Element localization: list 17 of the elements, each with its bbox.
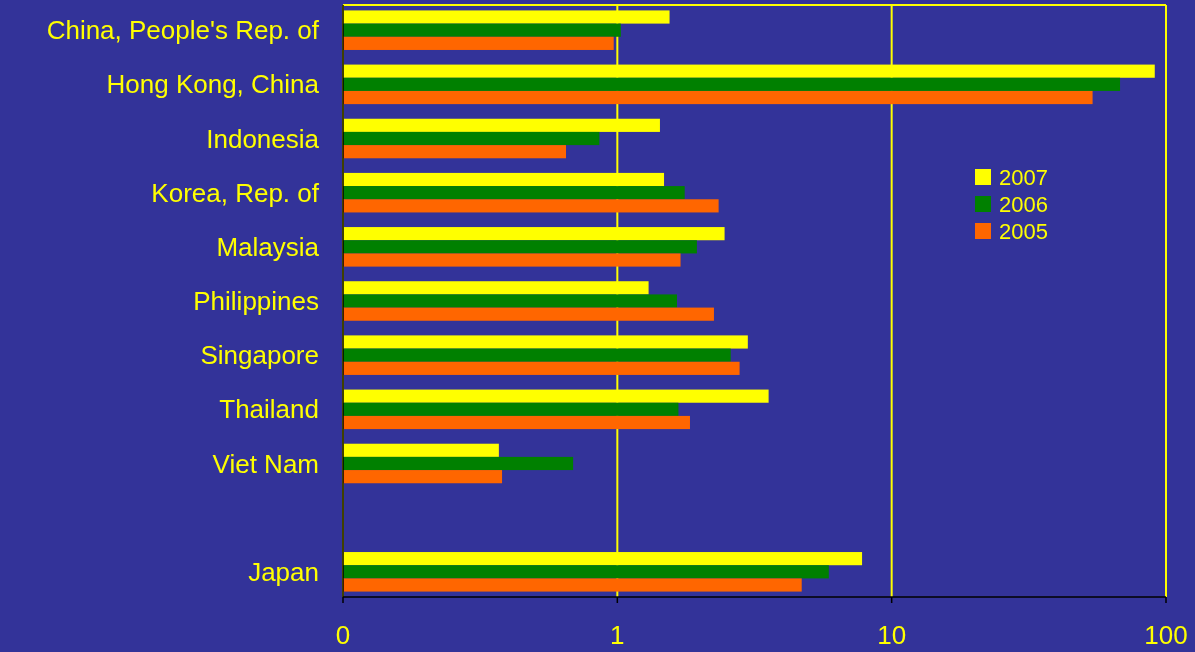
legend-label: 2005 — [999, 218, 1048, 244]
x-tick-label: 100 — [1144, 620, 1188, 650]
legend-label: 2007 — [999, 164, 1048, 190]
y-tick-label: Japan — [248, 556, 319, 587]
y-tick-label: Korea, Rep. of — [151, 177, 320, 208]
y-tick-label: Philippines — [193, 286, 319, 317]
y-tick-label: Malaysia — [216, 231, 320, 262]
y-tick-label: China, People's Rep. of — [46, 15, 320, 46]
x-tick-label: 10 — [877, 620, 907, 650]
legend-label: 2006 — [999, 191, 1048, 217]
y-tick-label: Thailand — [219, 394, 319, 425]
y-tick-label: Viet Nam — [212, 448, 319, 479]
x-tick-label: 0 — [335, 620, 351, 650]
y-tick-label: Indonesia — [206, 123, 320, 154]
y-tick-label: Singapore — [200, 340, 319, 371]
y-tick-label: Hong Kong, China — [106, 69, 320, 100]
x-tick-label: 1 — [610, 620, 625, 650]
